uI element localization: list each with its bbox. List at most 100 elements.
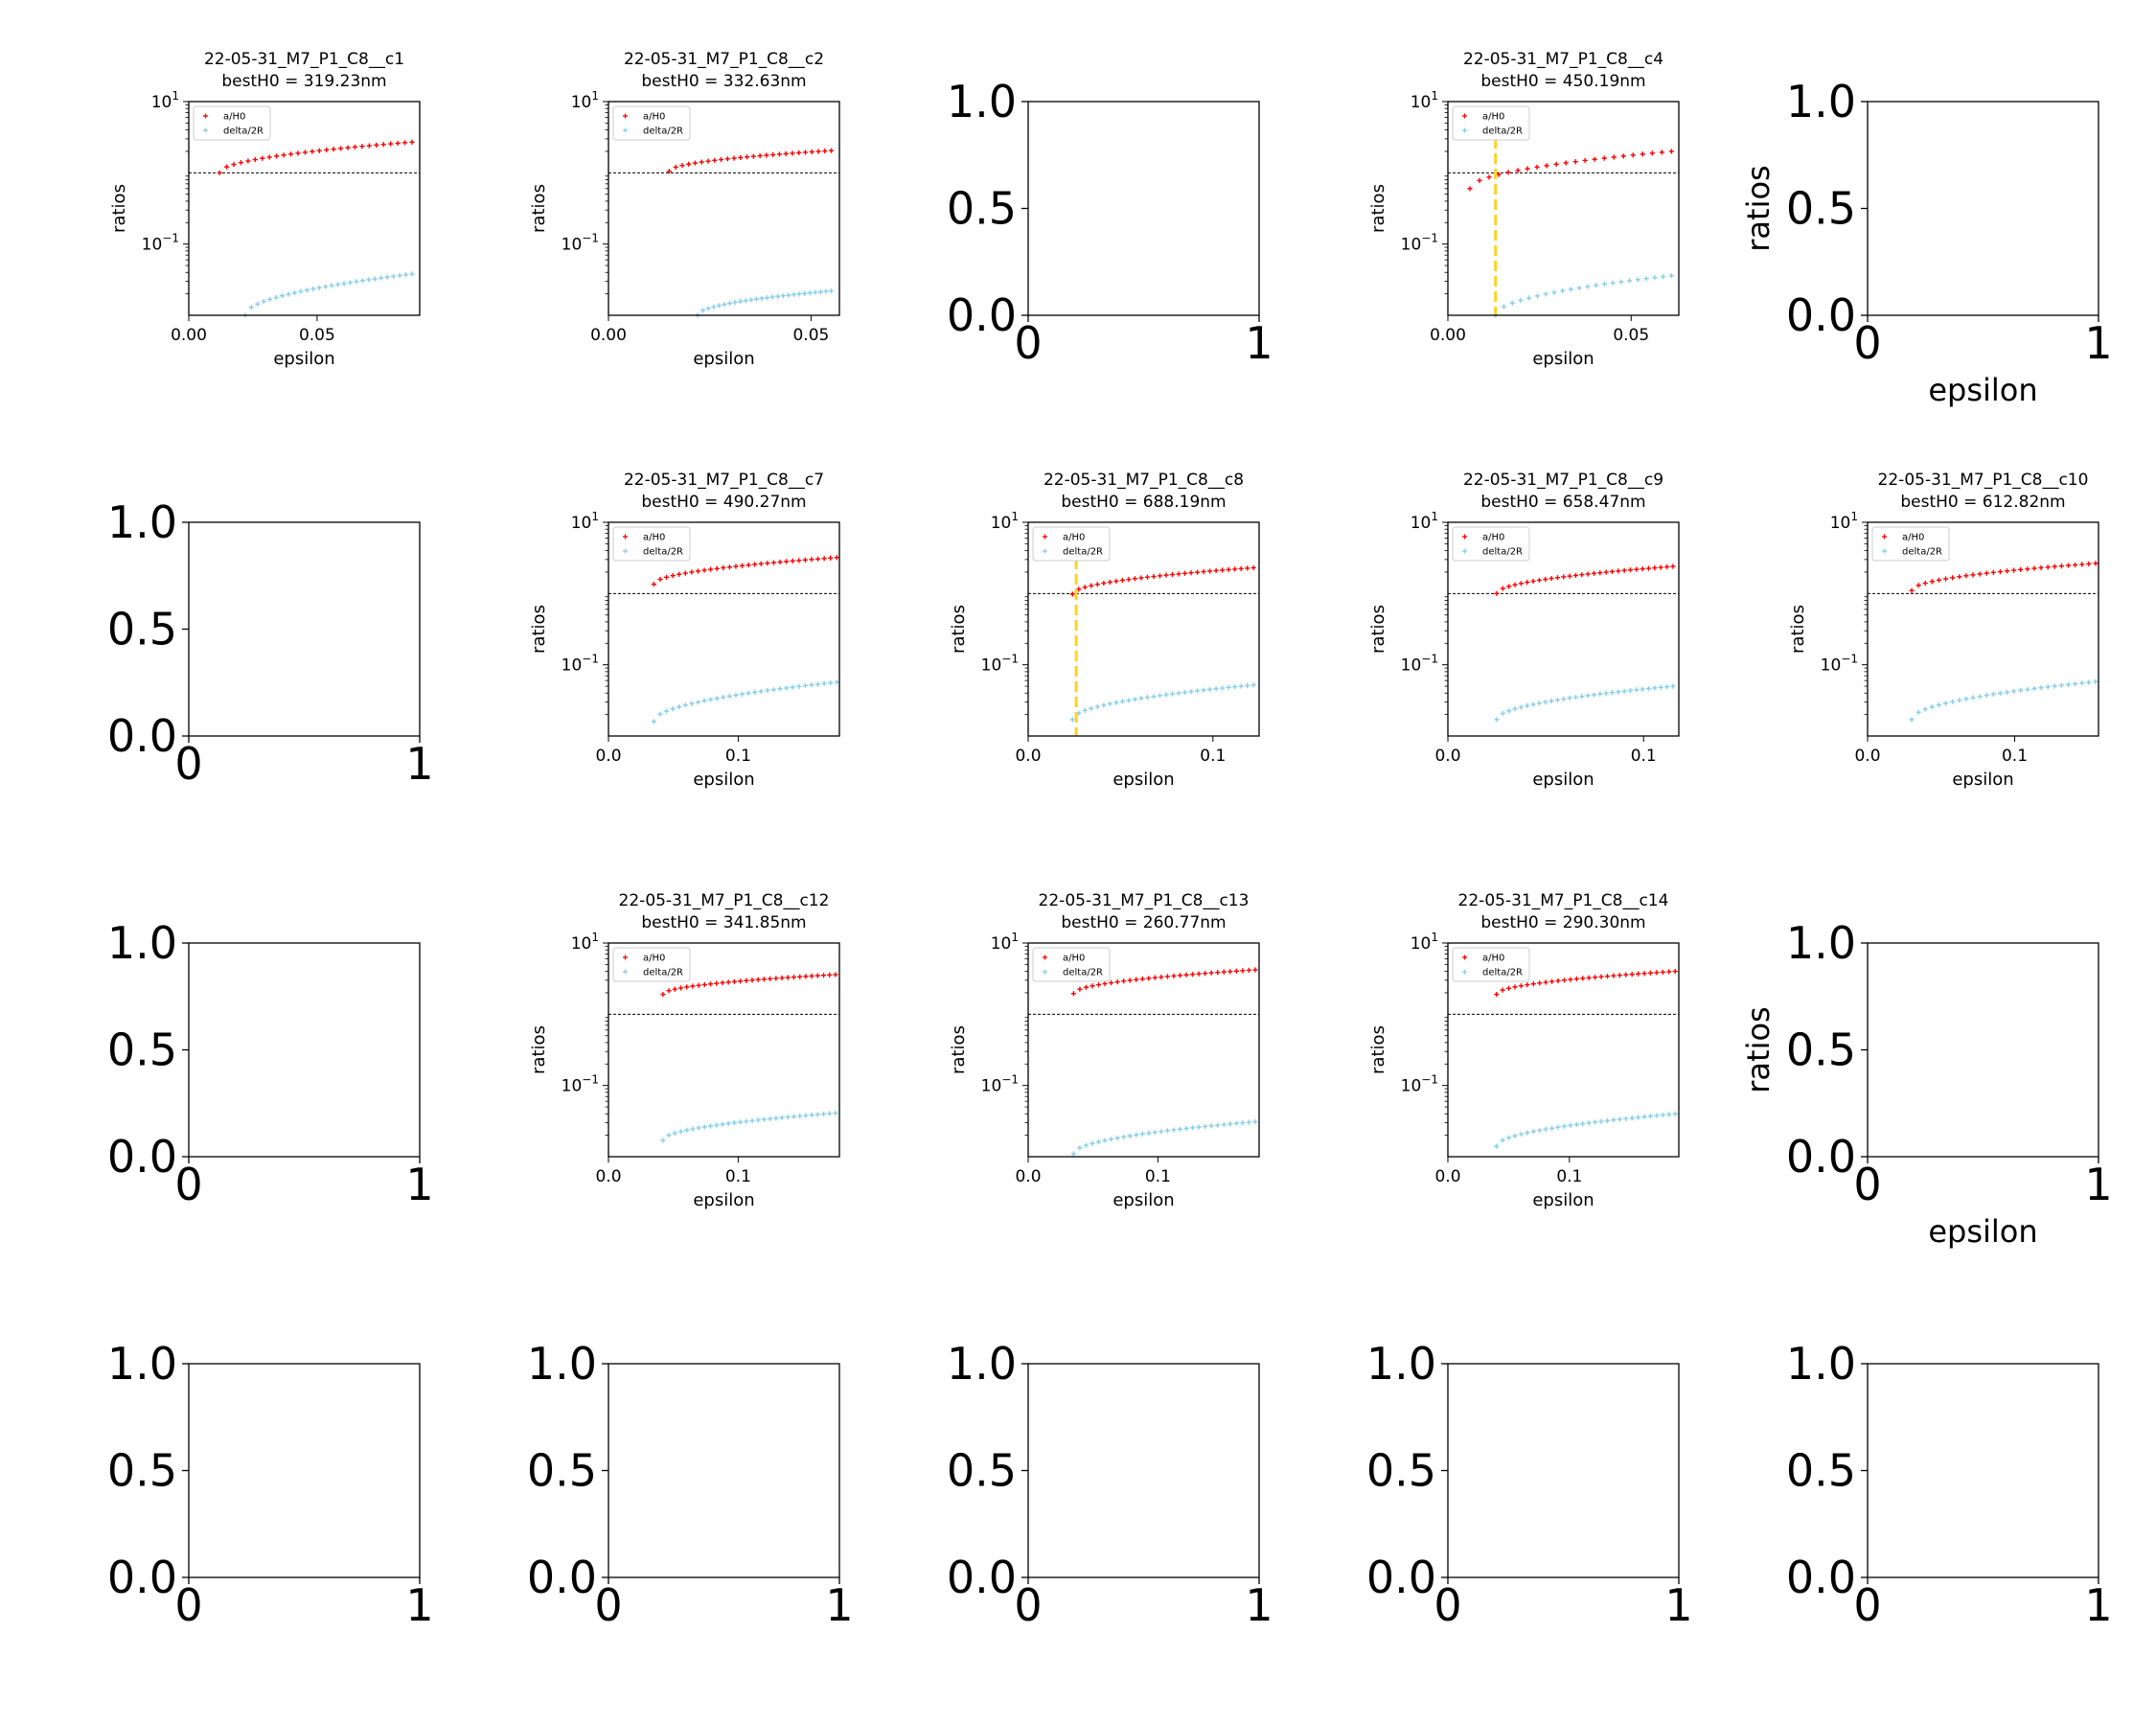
data-point	[773, 1116, 779, 1121]
data-point	[279, 293, 286, 299]
subplot-4: 22-05-31_M7_P1_C8__c4 bestH0 = 450.19nm 0.…	[1368, 50, 1680, 369]
data-point	[1593, 975, 1598, 980]
data-point	[765, 687, 770, 694]
data-point	[1494, 717, 1500, 723]
data-point	[1636, 971, 1641, 977]
series-a-h0	[1467, 149, 1674, 192]
series-delta-2r	[1493, 273, 1674, 318]
legend-box	[1871, 526, 1950, 562]
data-point	[1245, 565, 1250, 571]
data-point	[714, 565, 720, 571]
data-point	[2038, 685, 2044, 691]
y-tick-label: 101	[1830, 510, 1858, 533]
data-point	[1603, 569, 1609, 575]
y-tick-label: 10−1	[1821, 653, 1858, 676]
data-point	[1616, 568, 1621, 574]
data-point	[714, 696, 720, 702]
data-point	[790, 684, 795, 690]
data-point	[739, 691, 745, 697]
data-point	[1494, 992, 1500, 998]
data-point	[663, 708, 670, 714]
series-a-h0	[1069, 564, 1256, 597]
data-point	[1645, 685, 1652, 692]
data-point	[1525, 982, 1530, 988]
axes-frame	[188, 942, 421, 1158]
data-point	[1984, 692, 1989, 699]
data-point	[1077, 986, 1083, 992]
data-point	[2004, 568, 2010, 574]
data-point	[1525, 1130, 1530, 1136]
data-point	[1604, 1117, 1611, 1124]
data-point	[1089, 983, 1095, 989]
data-point	[1207, 568, 1213, 574]
data-point	[1213, 567, 1219, 574]
data-point	[1518, 1131, 1525, 1138]
subplot-title: 22-05-31_M7_P1_C8__c10	[1878, 471, 2089, 490]
data-point	[1990, 691, 1996, 698]
y-tick-label: 0.0	[107, 1552, 177, 1603]
y-tick-label: 1.0	[947, 76, 1017, 127]
data-point	[1580, 1120, 1586, 1127]
data-point	[1215, 970, 1221, 976]
data-point	[1169, 691, 1176, 697]
y-tick-label: 0.5	[527, 1445, 597, 1497]
data-point	[1509, 300, 1515, 306]
data-point	[2058, 564, 2064, 569]
data-point	[1083, 984, 1089, 990]
data-point	[1579, 572, 1585, 578]
data-point	[682, 702, 688, 708]
data-point	[1196, 971, 1202, 977]
data-point	[1592, 156, 1597, 162]
data-point	[304, 288, 310, 293]
data-point	[1138, 575, 1144, 581]
data-point	[1132, 697, 1138, 702]
data-point	[1201, 687, 1206, 693]
y-tick-label: 101	[1411, 510, 1438, 533]
subplot-subtitle: bestH0 = 612.82nm	[1900, 493, 2065, 512]
data-point	[776, 151, 783, 157]
data-point	[707, 981, 714, 987]
data-point	[1102, 1138, 1108, 1143]
data-point	[1609, 568, 1616, 575]
data-point	[657, 711, 663, 717]
data-point	[1561, 1123, 1568, 1129]
data-point	[1922, 706, 1928, 712]
data-point	[1189, 972, 1196, 978]
data-point	[345, 145, 351, 150]
data-point	[1543, 291, 1548, 297]
data-point	[1530, 578, 1536, 585]
data-point	[1233, 1120, 1239, 1126]
data-point	[401, 140, 408, 146]
data-point	[1534, 293, 1541, 299]
series-delta-2r	[1909, 678, 2099, 723]
data-point	[1207, 686, 1213, 693]
data-point	[689, 701, 695, 706]
legend-marker	[1043, 954, 1047, 960]
y-tick-label: 10−1	[562, 1073, 599, 1096]
data-point	[770, 151, 776, 158]
legend-label: a/H0	[1482, 954, 1504, 964]
data-point	[1512, 706, 1518, 712]
legend-marker	[1882, 534, 1887, 540]
subplot-subtitle: bestH0 = 688.19nm	[1061, 493, 1226, 512]
data-point	[1627, 687, 1634, 694]
y-axis-label: ratios	[529, 184, 549, 233]
legend-marker	[623, 113, 628, 119]
data-point	[1176, 571, 1181, 577]
axes-frame	[1867, 101, 2099, 316]
data-point	[1617, 973, 1622, 978]
data-point	[316, 285, 322, 290]
data-point	[1627, 567, 1634, 573]
data-point	[1094, 582, 1100, 587]
data-point	[672, 1130, 677, 1137]
data-point	[1603, 690, 1609, 697]
x-tick-label: 0.0	[1854, 747, 1880, 766]
legend-marker	[1882, 548, 1887, 554]
data-point	[786, 292, 791, 298]
x-tick-label: 0.1	[1200, 747, 1226, 766]
data-point	[1636, 1115, 1641, 1120]
data-point	[1567, 573, 1572, 579]
data-point	[802, 557, 808, 563]
x-axis-label: epsilon	[693, 770, 754, 790]
data-point	[651, 582, 656, 587]
